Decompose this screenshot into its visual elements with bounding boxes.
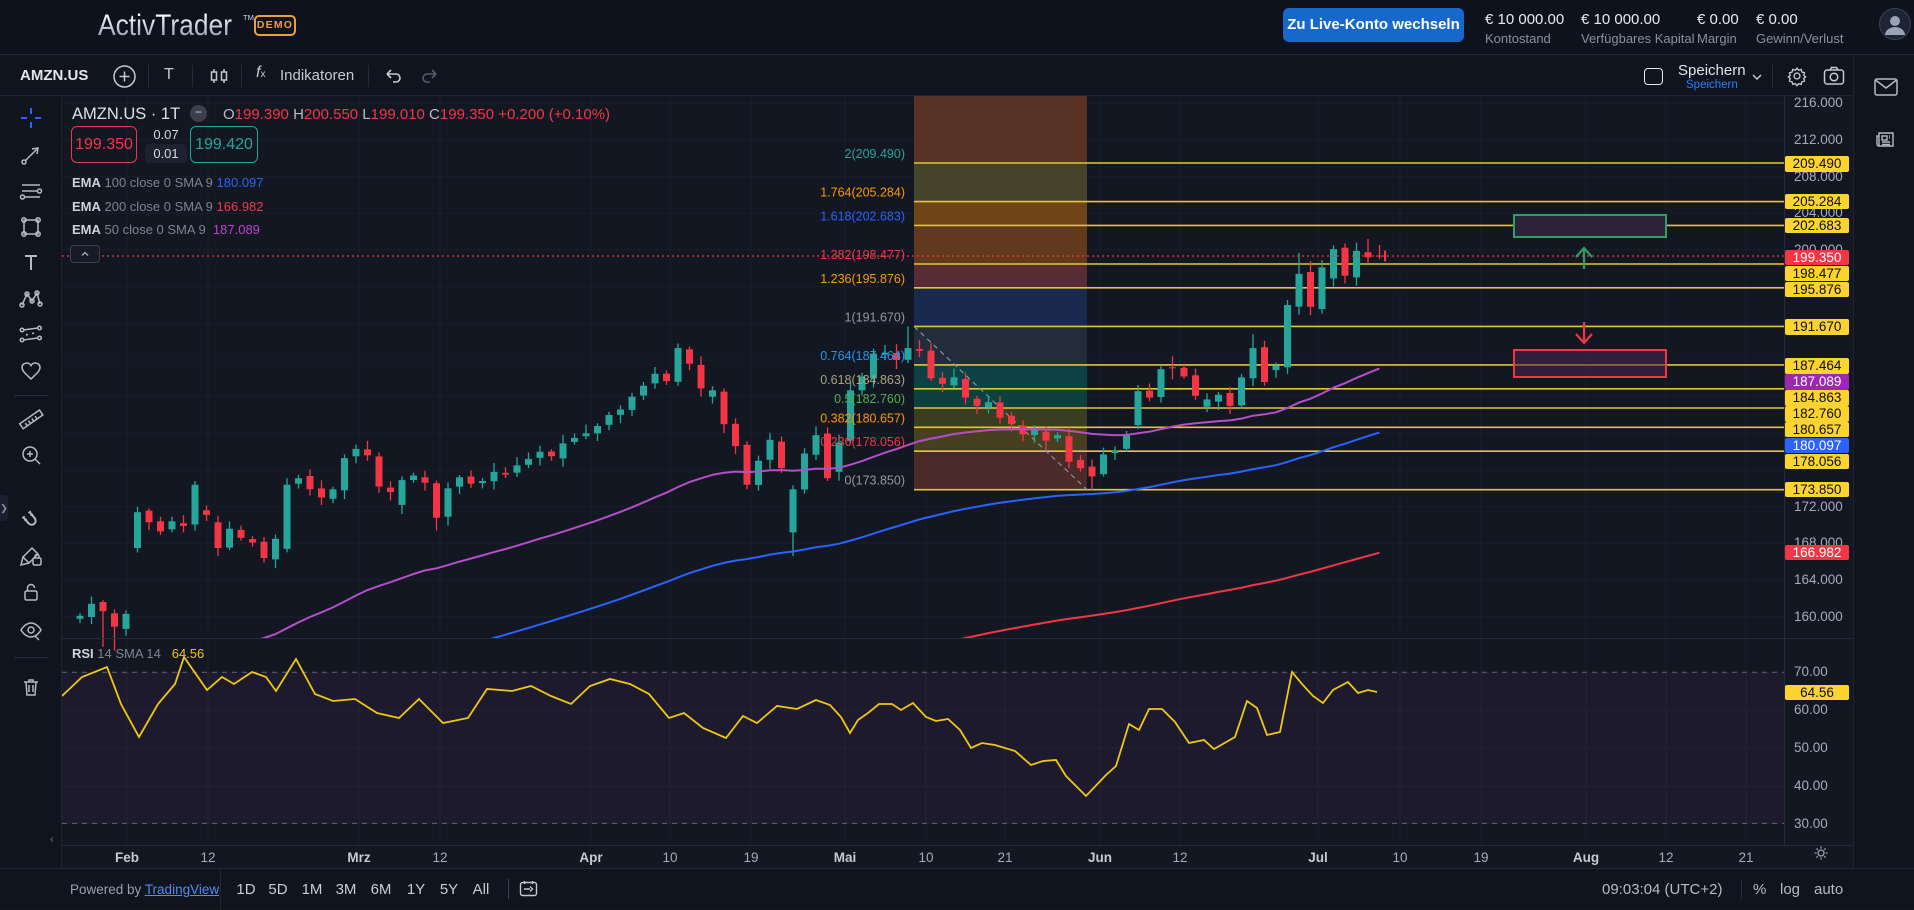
svg-text:2(209.490): 2(209.490) — [845, 147, 905, 161]
svg-text:1(191.670): 1(191.670) — [845, 310, 905, 324]
svg-text:0.5(182.760): 0.5(182.760) — [834, 392, 905, 406]
svg-text:0.236(178.056): 0.236(178.056) — [820, 435, 905, 449]
svg-text:1.764(205.284): 1.764(205.284) — [820, 186, 905, 200]
svg-text:1.382(198.477): 1.382(198.477) — [820, 248, 905, 262]
svg-text:0(173.850): 0(173.850) — [845, 474, 905, 488]
svg-text:1.618(202.683): 1.618(202.683) — [820, 209, 905, 223]
svg-text:0.764(187.464): 0.764(187.464) — [820, 349, 905, 363]
svg-text:0.618(184.863): 0.618(184.863) — [820, 373, 905, 387]
svg-text:0.382(180.657): 0.382(180.657) — [820, 411, 905, 425]
svg-text:1.236(195.876): 1.236(195.876) — [820, 272, 905, 286]
